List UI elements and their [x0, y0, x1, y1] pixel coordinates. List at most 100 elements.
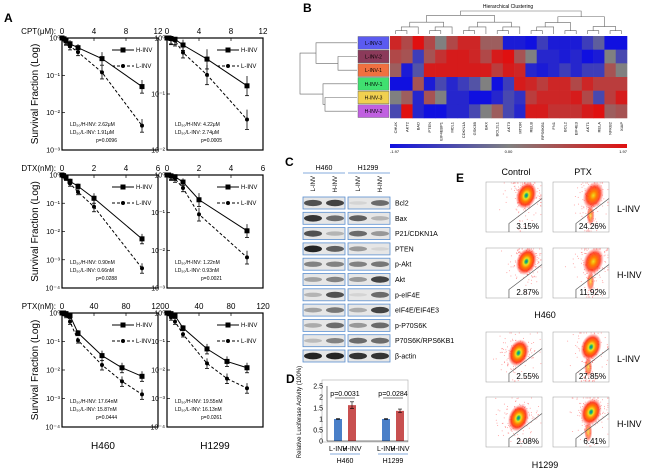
event-dot — [510, 255, 512, 257]
dendrogram-root — [460, 10, 582, 17]
cell-line-label-h1299: H1299 — [200, 441, 230, 452]
event-dot — [584, 379, 586, 381]
event-dot — [535, 265, 537, 267]
x-tick-label: 0 — [60, 302, 65, 311]
data-point-square — [204, 56, 210, 62]
event-dot — [590, 374, 592, 376]
event-dot — [518, 186, 520, 188]
heatmap-column-label: PTEN — [427, 122, 432, 133]
event-dot — [583, 206, 585, 208]
event-dot — [602, 416, 604, 418]
protein-band — [326, 245, 344, 252]
event-dot — [524, 209, 526, 211]
event-dot — [506, 346, 508, 348]
event-dot — [583, 185, 585, 187]
event-dot — [581, 251, 583, 253]
event-dot — [540, 422, 542, 424]
event-dot — [540, 253, 542, 255]
ld50-l-inv: LD₅₀/L-INV: 2.74μM — [175, 130, 219, 136]
event-dot — [522, 182, 524, 184]
event-dot — [572, 258, 574, 260]
population-density — [515, 247, 537, 276]
event-dot — [533, 342, 535, 344]
event-dot — [580, 380, 582, 382]
event-dot — [504, 338, 506, 340]
p-value: p=0.0444 — [96, 415, 117, 421]
heatmap-cell — [435, 77, 447, 91]
apoptosis-percentage: 3.15% — [516, 222, 539, 231]
gate-polygon — [508, 413, 543, 447]
event-dot — [511, 368, 513, 370]
legend-label: H-INV — [241, 323, 257, 329]
data-point-circle — [173, 38, 177, 43]
heatmap-cell — [423, 36, 436, 50]
event-dot — [594, 424, 596, 426]
event-dot — [592, 225, 594, 227]
event-dot — [579, 192, 581, 194]
protein-band — [371, 322, 389, 329]
ld50-l-inv: LD₅₀/L-INV: 15.87nM — [70, 407, 117, 413]
y-tick-label: 2 — [319, 395, 323, 402]
event-dot — [537, 195, 539, 197]
ld50-h-inv: LD₅₀/H-INV: 19.55nM — [175, 399, 223, 405]
event-dot — [532, 367, 534, 369]
event-dot — [572, 334, 574, 336]
event-dot — [529, 436, 531, 438]
y-axis-label: Survival Fraction (Log) — [30, 44, 41, 145]
heatmap-cell — [593, 77, 605, 91]
event-dot — [607, 254, 609, 256]
heatmap-cell — [593, 104, 605, 119]
group-label: H1299 — [383, 458, 404, 465]
heatmap-cell — [525, 90, 538, 105]
event-dot — [518, 211, 520, 213]
data-point-circle — [64, 39, 68, 44]
event-dot — [520, 182, 522, 184]
data-point-square — [180, 179, 186, 185]
bar-category-label: H-INV — [342, 446, 361, 453]
event-dot — [586, 230, 588, 232]
event-dot — [589, 379, 591, 381]
heatmap-cell — [514, 90, 526, 105]
event-dot — [607, 346, 609, 348]
event-dot — [603, 268, 605, 270]
event-dot — [506, 359, 508, 361]
population-density — [582, 247, 604, 276]
heatmap-cell — [401, 63, 413, 78]
event-dot — [604, 271, 606, 273]
row-color-box — [357, 77, 390, 91]
event-dot — [516, 189, 518, 191]
event-dot — [518, 332, 520, 334]
colorbar-min-label: -1.97 — [390, 149, 400, 154]
legend-marker — [225, 322, 231, 328]
event-dot — [598, 418, 600, 420]
data-point-circle — [181, 186, 185, 191]
population-density — [507, 339, 530, 367]
heatmap-cell — [390, 63, 402, 78]
event-dot — [580, 258, 582, 260]
event-dot — [505, 351, 507, 353]
event-dot — [593, 444, 595, 446]
event-dot — [587, 380, 589, 382]
event-dot — [589, 445, 591, 447]
data-point-circle — [100, 362, 104, 367]
heatmap-cell — [446, 90, 459, 105]
heatmap-cell — [412, 77, 425, 91]
event-dot — [507, 427, 509, 429]
event-dot — [586, 182, 588, 184]
heatmap-cell — [581, 63, 594, 78]
event-dot — [503, 403, 505, 405]
protein-band — [349, 230, 367, 237]
event-dot — [518, 248, 520, 250]
event-dot — [580, 332, 582, 334]
data-point-square — [119, 365, 125, 371]
heatmap-cell — [559, 63, 571, 78]
event-dot — [529, 407, 531, 409]
event-dot — [601, 295, 603, 297]
dendrogram-branch — [557, 16, 605, 27]
event-dot — [516, 276, 518, 278]
blot-box — [302, 318, 346, 332]
protein-band — [371, 247, 389, 251]
event-dot — [507, 432, 509, 434]
x-tick-label: 4 — [92, 27, 97, 36]
event-dot — [577, 335, 579, 337]
